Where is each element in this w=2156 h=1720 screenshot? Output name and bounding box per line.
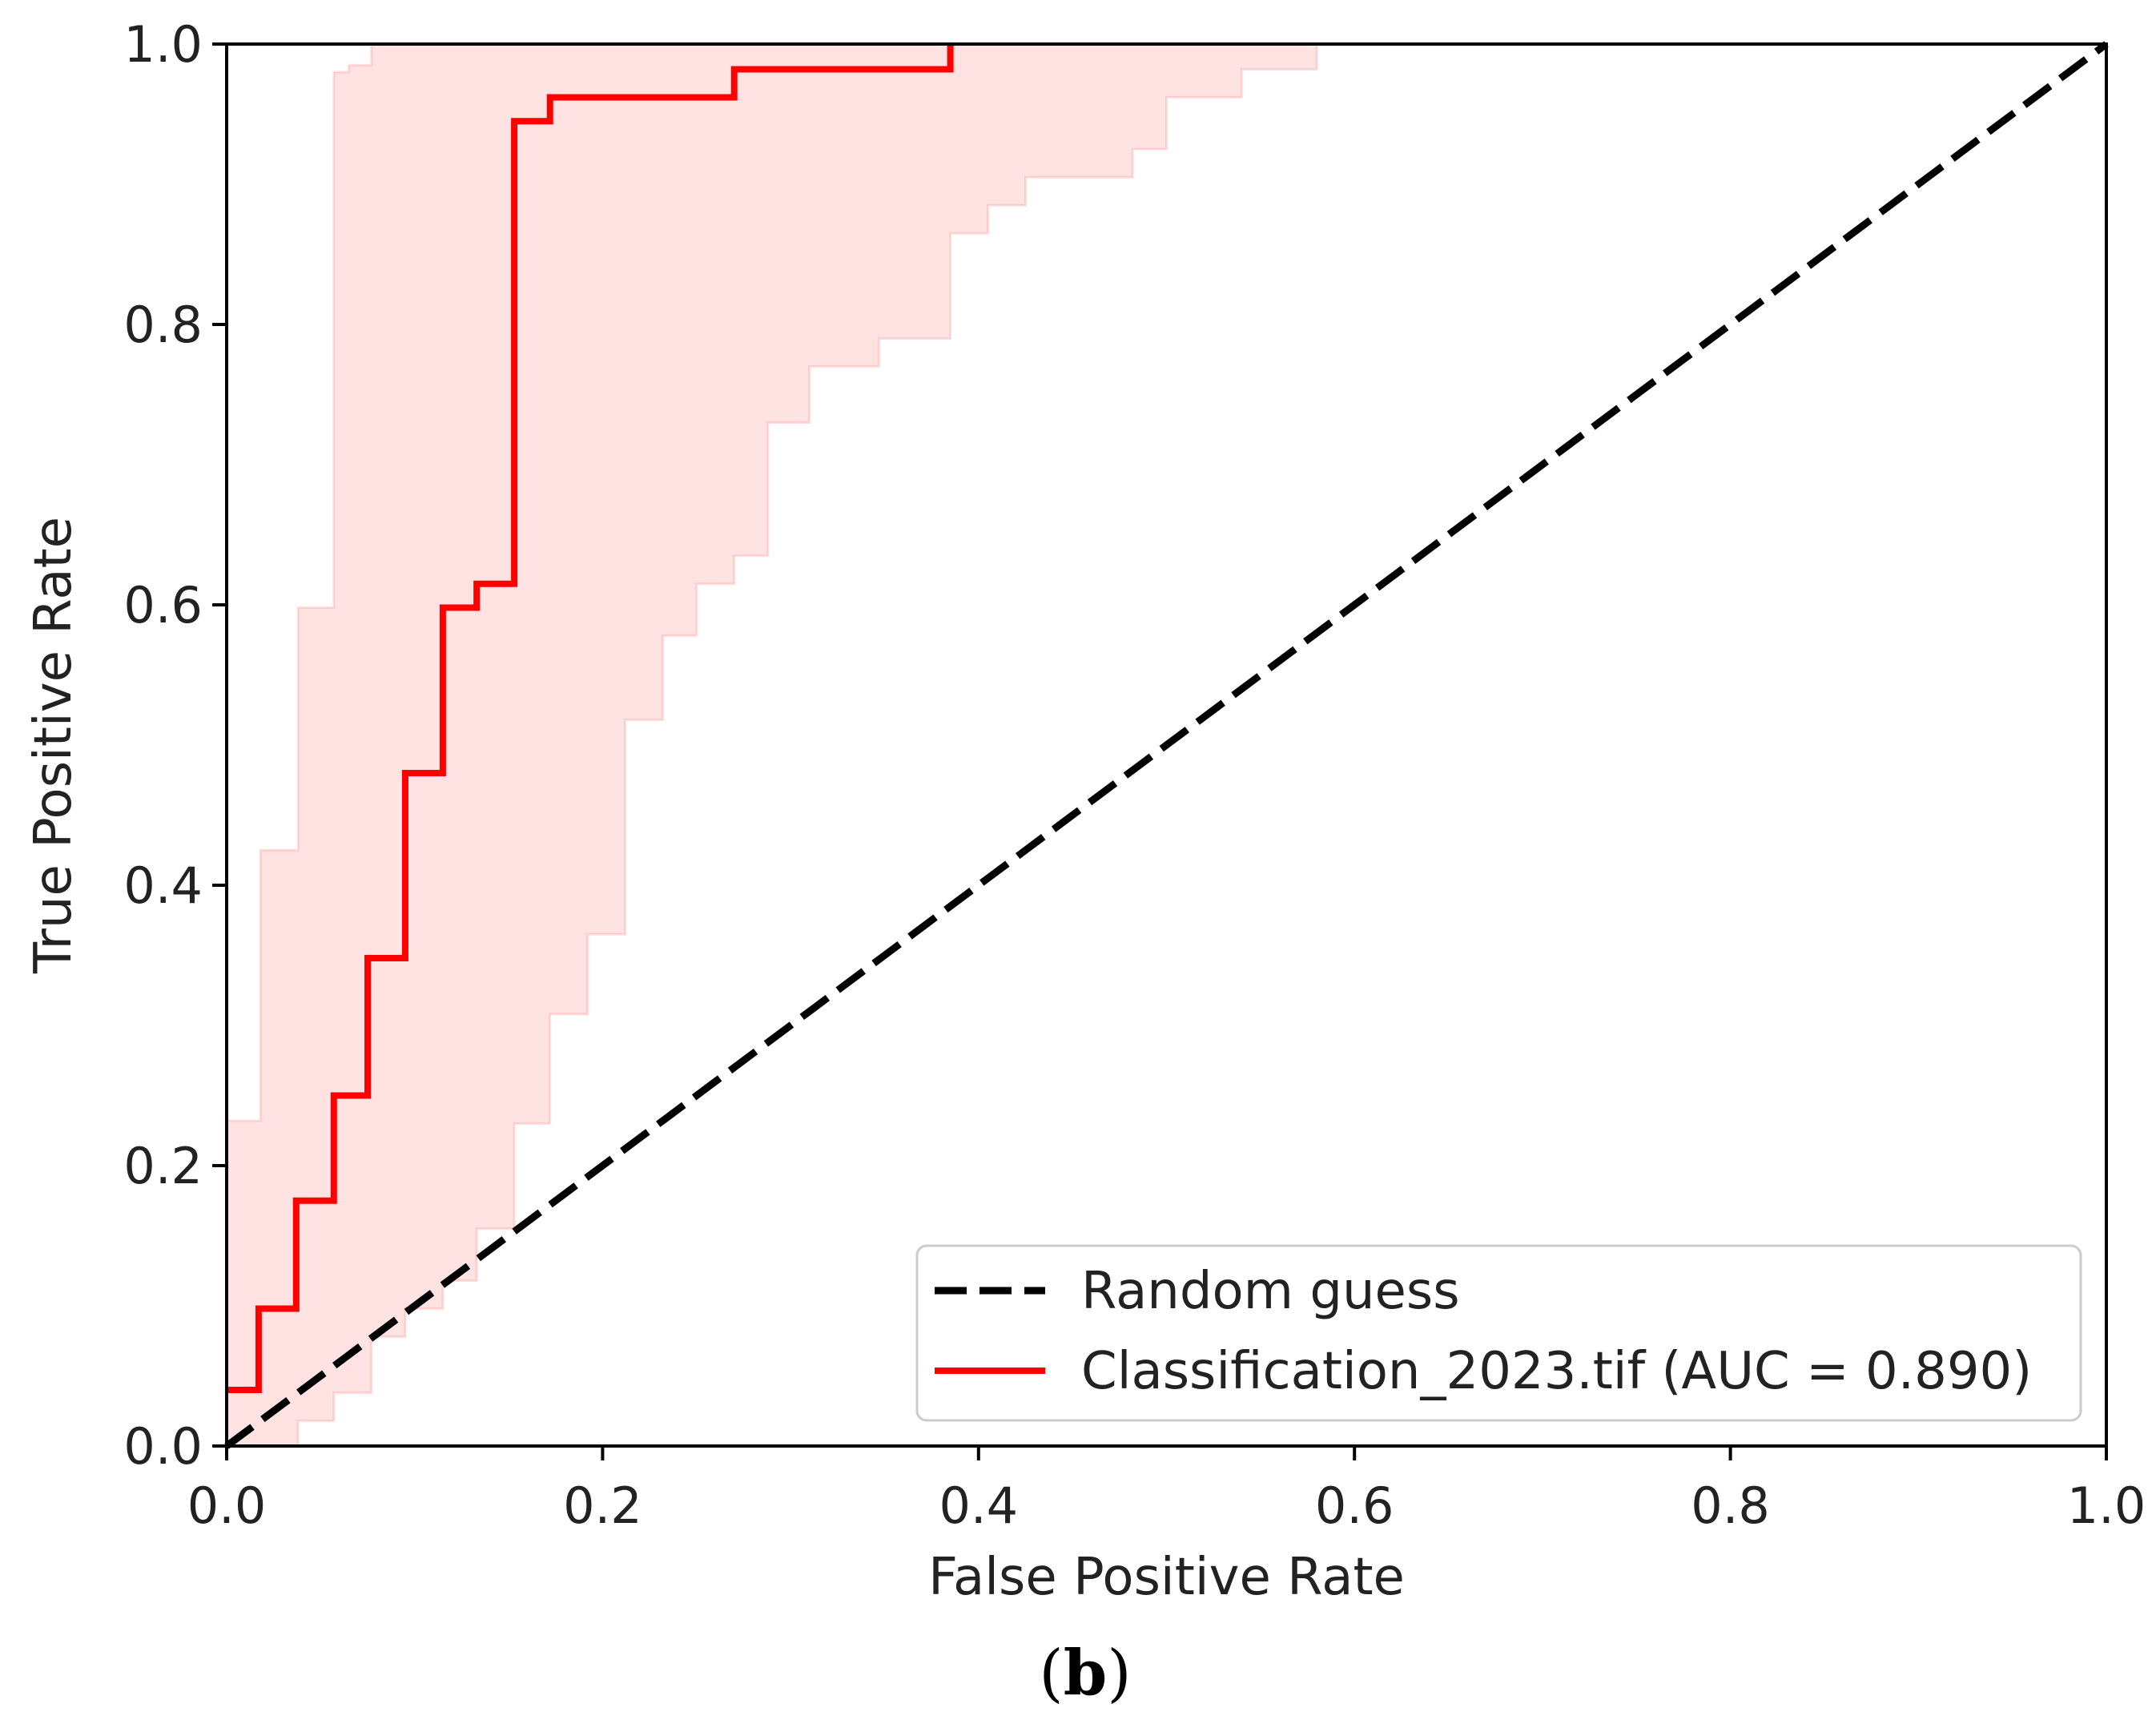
x-axis-title: False Positive Rate [928,1548,1405,1607]
legend-box [915,1244,2082,1422]
y-tick-label-3: 0.6 [123,576,203,634]
y-tick-label-0: 0.0 [123,1417,203,1476]
x-tick-label-1: 0.2 [563,1476,642,1535]
x-tick-label-0: 0.0 [187,1476,267,1535]
x-tick-label-5: 1.0 [2067,1476,2146,1535]
y-tick-label-5: 1.0 [123,15,203,74]
x-tick-label-2: 0.4 [939,1476,1018,1535]
y-tick-label-1: 0.2 [123,1137,203,1195]
legend: Random guess Classification_2023.tif (AU… [915,1244,2082,1422]
panel-label: (b) [1039,1637,1131,1710]
panel-label-open: ( [1039,1637,1063,1710]
panel-label-letter: b [1064,1637,1108,1710]
series-line-classification-2023-tif [227,44,954,1393]
plot-frame [225,42,2108,1448]
legend-label-classification: Classification_2023.tif (AUC = 0.890) [1081,1342,2032,1401]
series-line-random-guess [224,41,2109,1449]
tick-layer: 0.0 0.2 0.4 0.6 0.8 1.0 0.0 0.2 0.4 0.6 0.8 1.0 [123,15,2146,1535]
x-tick-label-3: 0.6 [1315,1476,1394,1535]
panel-label-close: ) [1107,1637,1131,1710]
legend-label-random-guess: Random guess [1081,1262,1460,1321]
y-axis-title: True Positive Rate [24,517,83,974]
series-layer [224,41,2109,1449]
y-tick-label-2: 0.4 [123,856,203,915]
x-tick-label-4: 0.8 [1691,1476,1770,1535]
y-tick-label-4: 0.8 [123,296,203,354]
